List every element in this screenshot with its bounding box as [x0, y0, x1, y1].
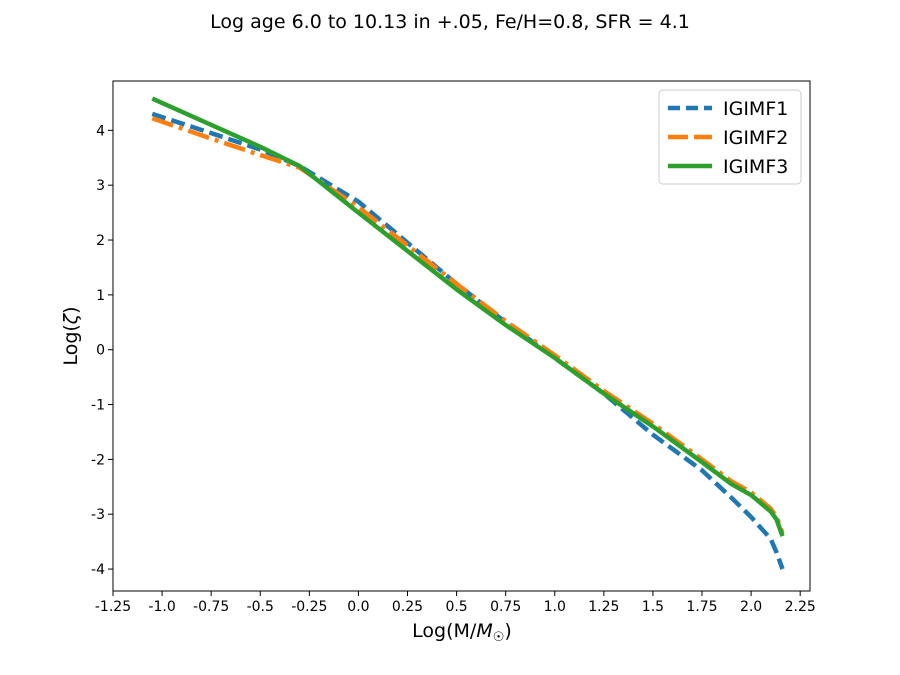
legend-box	[658, 89, 802, 185]
y-tick-label: -3	[91, 507, 105, 523]
plot-area: -1.25 -1.0 -0.75 -0.5 -0.25 0.0 0.25 0.5 0.75 1.0…	[91, 80, 816, 615]
x-tick-label: 0.75	[490, 599, 521, 615]
y-tick-label: 3	[96, 178, 105, 194]
y-tick-label: 1	[96, 288, 105, 304]
x-tick-label: 1.75	[686, 599, 717, 615]
x-tick-label: -1.0	[148, 599, 175, 615]
y-axis-label: Log(ζ)	[60, 306, 82, 365]
x-tick-label: 2.0	[740, 599, 762, 615]
legend-label-igimf1: IGIMF1	[723, 98, 788, 120]
y-tick-label: 2	[96, 233, 105, 249]
x-tick-label: 1.0	[544, 599, 566, 615]
x-axis-label: Log(M/M☉)	[412, 620, 512, 645]
legend-label-igimf3: IGIMF3	[723, 156, 788, 178]
x-tick-label: -0.75	[193, 599, 229, 615]
y-tick-label: -2	[91, 452, 105, 468]
y-tick-label: 4	[96, 123, 105, 139]
x-tick-label: -0.25	[291, 599, 327, 615]
plot-frame	[112, 80, 811, 592]
y-tick-label: -4	[91, 562, 105, 578]
x-tick-label: -1.25	[95, 599, 131, 615]
x-tick-label: 0.25	[392, 599, 423, 615]
series-line-igimf3	[151, 96, 785, 537]
x-tick-label: 1.5	[642, 599, 664, 615]
x-tick-label: 1.25	[588, 599, 619, 615]
series-lines	[151, 96, 785, 570]
chart-title: Log age 6.0 to 10.13 in +.05, Fe/H=0.8, …	[210, 11, 690, 33]
y-tick-label: 0	[96, 343, 105, 359]
legend-label-igimf2: IGIMF2	[723, 127, 788, 149]
y-tick-label: -1	[91, 398, 105, 414]
x-tick-label: 0.5	[445, 599, 467, 615]
x-tick-label: 2.25	[785, 599, 816, 615]
legend: IGIMF1 IGIMF2 IGIMF3	[658, 89, 802, 185]
x-tick-label: 0.0	[347, 599, 369, 615]
x-tick-label: -0.5	[247, 599, 274, 615]
